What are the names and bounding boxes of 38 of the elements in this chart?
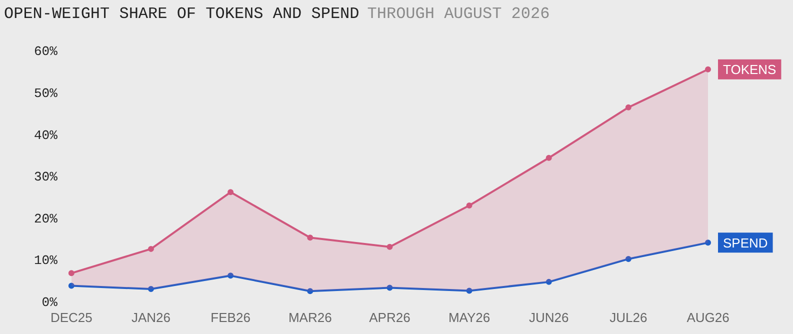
x-tick-label: AUG26: [686, 310, 730, 325]
point: [148, 286, 154, 292]
x-tick-label: JUL26: [610, 310, 648, 325]
point: [386, 284, 393, 291]
x-tick-label: JAN26: [131, 310, 170, 325]
point: [68, 282, 74, 289]
x-tick-label: FEB26: [210, 310, 250, 325]
x-tick-label: APR26: [369, 310, 410, 325]
point: [307, 288, 314, 294]
point: [625, 256, 632, 262]
point: [625, 104, 632, 110]
x-tick-label: MAR26: [288, 310, 332, 325]
point: [466, 288, 472, 294]
y-tick-label: 30%: [34, 170, 58, 185]
point: [705, 240, 711, 246]
y-tick-label: 50%: [34, 86, 58, 102]
point: [546, 154, 552, 161]
y-tick-label: 40%: [34, 128, 58, 143]
y-tick-label: 20%: [34, 211, 58, 226]
x-tick-label: JUN26: [528, 310, 569, 325]
series-label: SPEND: [723, 235, 768, 250]
y-tick-label: 0%: [42, 294, 58, 310]
series-label: TOKENS: [723, 62, 777, 77]
point: [228, 189, 234, 196]
x-tick-label: MAY26: [448, 310, 490, 325]
chart-title: OPEN-WEIGHT SHARE OF TOKENS AND SPEND: [4, 5, 360, 23]
point: [307, 234, 314, 241]
chart-subtitle: THROUGH AUGUST 2026: [367, 5, 550, 23]
x-tick-label: DEC25: [50, 310, 92, 325]
point: [705, 66, 711, 72]
point: [386, 244, 393, 250]
y-tick-label: 60%: [34, 44, 58, 60]
point: [148, 246, 154, 252]
point: [546, 278, 552, 285]
y-tick-label: 10%: [34, 253, 58, 268]
point: [466, 202, 472, 208]
point: [68, 270, 74, 276]
point: [228, 272, 234, 279]
